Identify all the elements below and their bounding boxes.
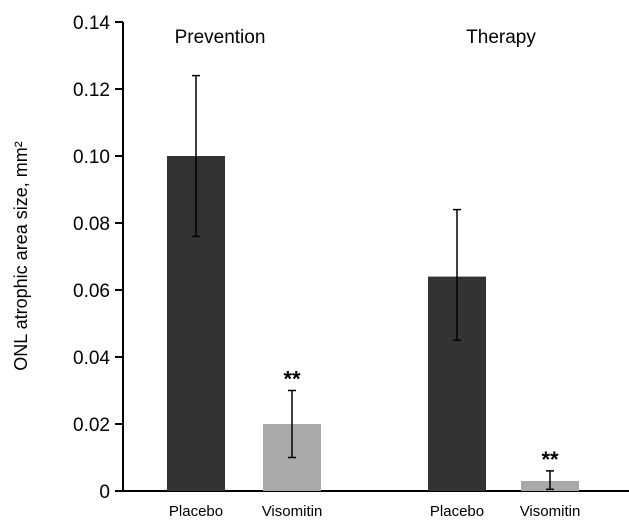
x-tick-label: Placebo	[430, 503, 484, 520]
y-tick-label: 0.10	[73, 147, 110, 168]
group-label: Therapy	[466, 27, 536, 48]
y-tick-label: 0	[99, 482, 110, 503]
y-tick-label: 0.14	[73, 13, 110, 34]
x-tick-label: Visomitin	[520, 503, 581, 520]
x-tick-label: Visomitin	[262, 503, 323, 520]
y-tick-label: 0.08	[73, 214, 110, 235]
x-tick-label: Placebo	[169, 503, 223, 520]
significance-marker: **	[541, 447, 559, 472]
significance-marker: **	[283, 367, 301, 392]
group-label: Prevention	[175, 27, 266, 48]
y-tick-label: 0.06	[73, 281, 110, 302]
axes: 0 0.02 0.04 0.06 0.08 0.10 0.12 0.14	[73, 13, 629, 503]
y-axis-label: ONL atrophic area size, mm²	[11, 141, 31, 370]
y-tick-label: 0.12	[73, 80, 110, 101]
y-tick-label: 0.04	[73, 348, 110, 369]
y-tick-label: 0.02	[73, 415, 110, 436]
bars	[167, 74, 579, 491]
labels: Prevention Placebo ** Visomitin Therapy Place…	[169, 27, 580, 520]
